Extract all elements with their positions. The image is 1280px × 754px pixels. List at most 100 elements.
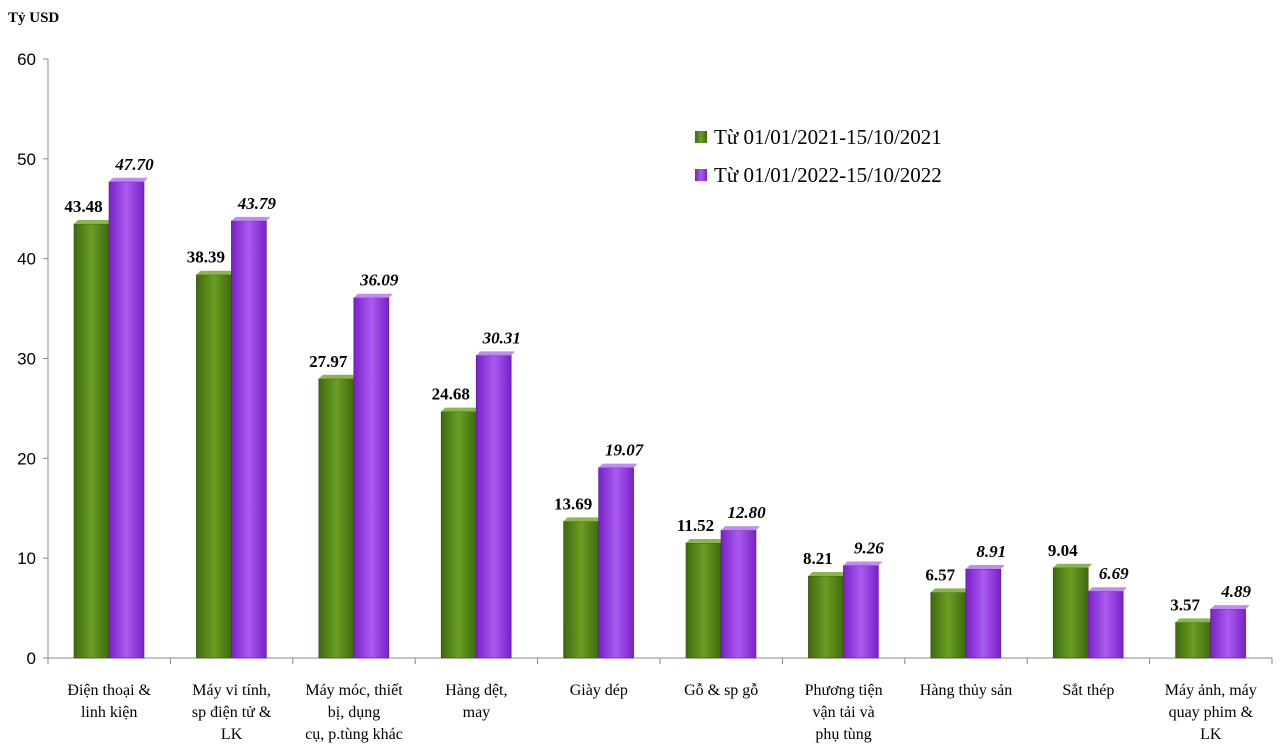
bar-top [965, 565, 1005, 570]
x-tick-label: Hàng thủy sản [920, 682, 1012, 699]
bar-top [1175, 618, 1215, 623]
x-tick-label: Gỗ & sp gỗ [684, 682, 758, 699]
bar-top [1210, 605, 1250, 610]
x-tick-label-line: Phương tiện [805, 682, 883, 699]
x-tick-label-line: linh kiện [81, 704, 137, 721]
bar-top [318, 374, 358, 379]
y-tick-label: 20 [17, 449, 36, 468]
data-label: 38.39 [187, 248, 225, 267]
bar-top [441, 407, 481, 412]
data-label: 19.07 [605, 441, 645, 460]
x-tick-label: Sắt thép [1062, 682, 1114, 699]
x-tick-label-line: bị, dụng [328, 704, 380, 721]
x-tick-label-line: LK [221, 726, 243, 743]
data-label: 8.21 [803, 549, 833, 568]
x-tick-label-line: vận tải và [812, 704, 874, 721]
bar-top [196, 270, 236, 275]
y-tick-label: 10 [17, 549, 36, 568]
x-tick-label: Hàng dệt, may [445, 682, 507, 721]
x-tick-label-line: phụ tùng [815, 726, 871, 743]
bar [808, 575, 844, 659]
bar [196, 274, 232, 659]
data-label: 8.91 [976, 542, 1006, 561]
data-label: 6.69 [1099, 564, 1129, 583]
x-tick-label-line: LK [1200, 726, 1222, 743]
bar-top [808, 572, 848, 577]
bar [1087, 590, 1124, 659]
bar-top [563, 517, 603, 522]
data-label: 3.57 [1170, 595, 1200, 614]
bar-top [1053, 563, 1093, 568]
bar-top [598, 463, 638, 468]
bar [1052, 567, 1089, 659]
bar-top [1088, 587, 1128, 592]
data-label: 24.68 [432, 385, 470, 404]
x-tick-label: Phương tiện vận tải và phụ tùng [805, 682, 883, 743]
x-tick-label-line: Điện thoại & [67, 682, 151, 699]
bar-top [74, 219, 113, 224]
x-tick-label-line: sp điện tử & [192, 704, 272, 721]
bar [318, 378, 355, 659]
bar [843, 565, 879, 659]
x-tick-label: Máy ảnh, máy quay phim & LK [1165, 682, 1257, 743]
bar [965, 568, 1002, 659]
y-tick-label: 40 [17, 250, 36, 269]
data-label: 30.31 [482, 328, 521, 347]
bar-top [353, 293, 393, 298]
x-tick-label-line: Hàng thủy sản [920, 682, 1012, 699]
legend-entry: Từ 01/01/2022-15/10/2022 [714, 163, 942, 187]
bar [720, 529, 757, 659]
legend-swatch [695, 131, 707, 143]
x-tick-label-line: may [463, 704, 491, 721]
data-label: 36.09 [359, 271, 399, 290]
data-label: 43.48 [64, 197, 102, 216]
data-label: 13.69 [554, 494, 592, 513]
data-label: 9.26 [854, 539, 884, 558]
legend-entry: Từ 01/01/2021-15/10/2021 [714, 125, 942, 149]
x-tick-label: Điện thoại & linh kiện [67, 682, 151, 721]
data-label: 4.89 [1220, 582, 1251, 601]
x-tick-label-line: Gỗ & sp gỗ [684, 682, 758, 699]
y-tick-label: 0 [27, 649, 36, 668]
y-tick-label: 30 [17, 350, 36, 369]
legend-swatch [695, 169, 707, 181]
data-label: 11.52 [677, 516, 714, 535]
data-label: 6.57 [925, 565, 955, 584]
bar-top [476, 351, 516, 356]
bar [1210, 608, 1246, 659]
x-tick-label-line: quay phim & [1169, 704, 1254, 721]
bar-top [843, 561, 883, 566]
bar [108, 181, 145, 659]
x-tick-label-line: cụ, p.tùng khác [305, 726, 403, 743]
bar-top [686, 538, 725, 543]
x-tick-label: Máy vi tính, sp điện tử & LK [192, 682, 272, 743]
data-label: 9.04 [1048, 541, 1078, 560]
bar-top [721, 526, 760, 531]
bar-top [930, 588, 970, 593]
x-tick-label: Máy móc, thiết bị, dụng cụ, p.tùng khác [305, 682, 403, 743]
y-tick-label: 50 [17, 150, 36, 169]
bar [685, 542, 722, 659]
bar [1175, 622, 1211, 659]
bar [563, 521, 599, 659]
data-label: 43.79 [237, 194, 277, 213]
bar [475, 355, 512, 659]
bar [930, 592, 967, 659]
x-tick-label: Giày dép [570, 682, 628, 699]
bar [598, 467, 634, 659]
data-label: 27.97 [309, 352, 348, 371]
bar [353, 297, 390, 659]
bar [231, 220, 267, 659]
bar-top [231, 216, 271, 221]
bar [440, 411, 477, 659]
x-tick-label-line: Máy móc, thiết [305, 682, 403, 699]
x-tick-label-line: Máy ảnh, máy [1165, 682, 1257, 699]
x-tick-label-line: Giày dép [570, 682, 628, 699]
bar-top [109, 177, 148, 182]
y-tick-label: 60 [17, 50, 36, 69]
y-axis-label: Tỷ USD [8, 10, 59, 26]
data-label: 47.70 [114, 155, 154, 174]
x-tick-label-line: Sắt thép [1062, 682, 1114, 699]
data-label: 12.80 [727, 503, 766, 522]
